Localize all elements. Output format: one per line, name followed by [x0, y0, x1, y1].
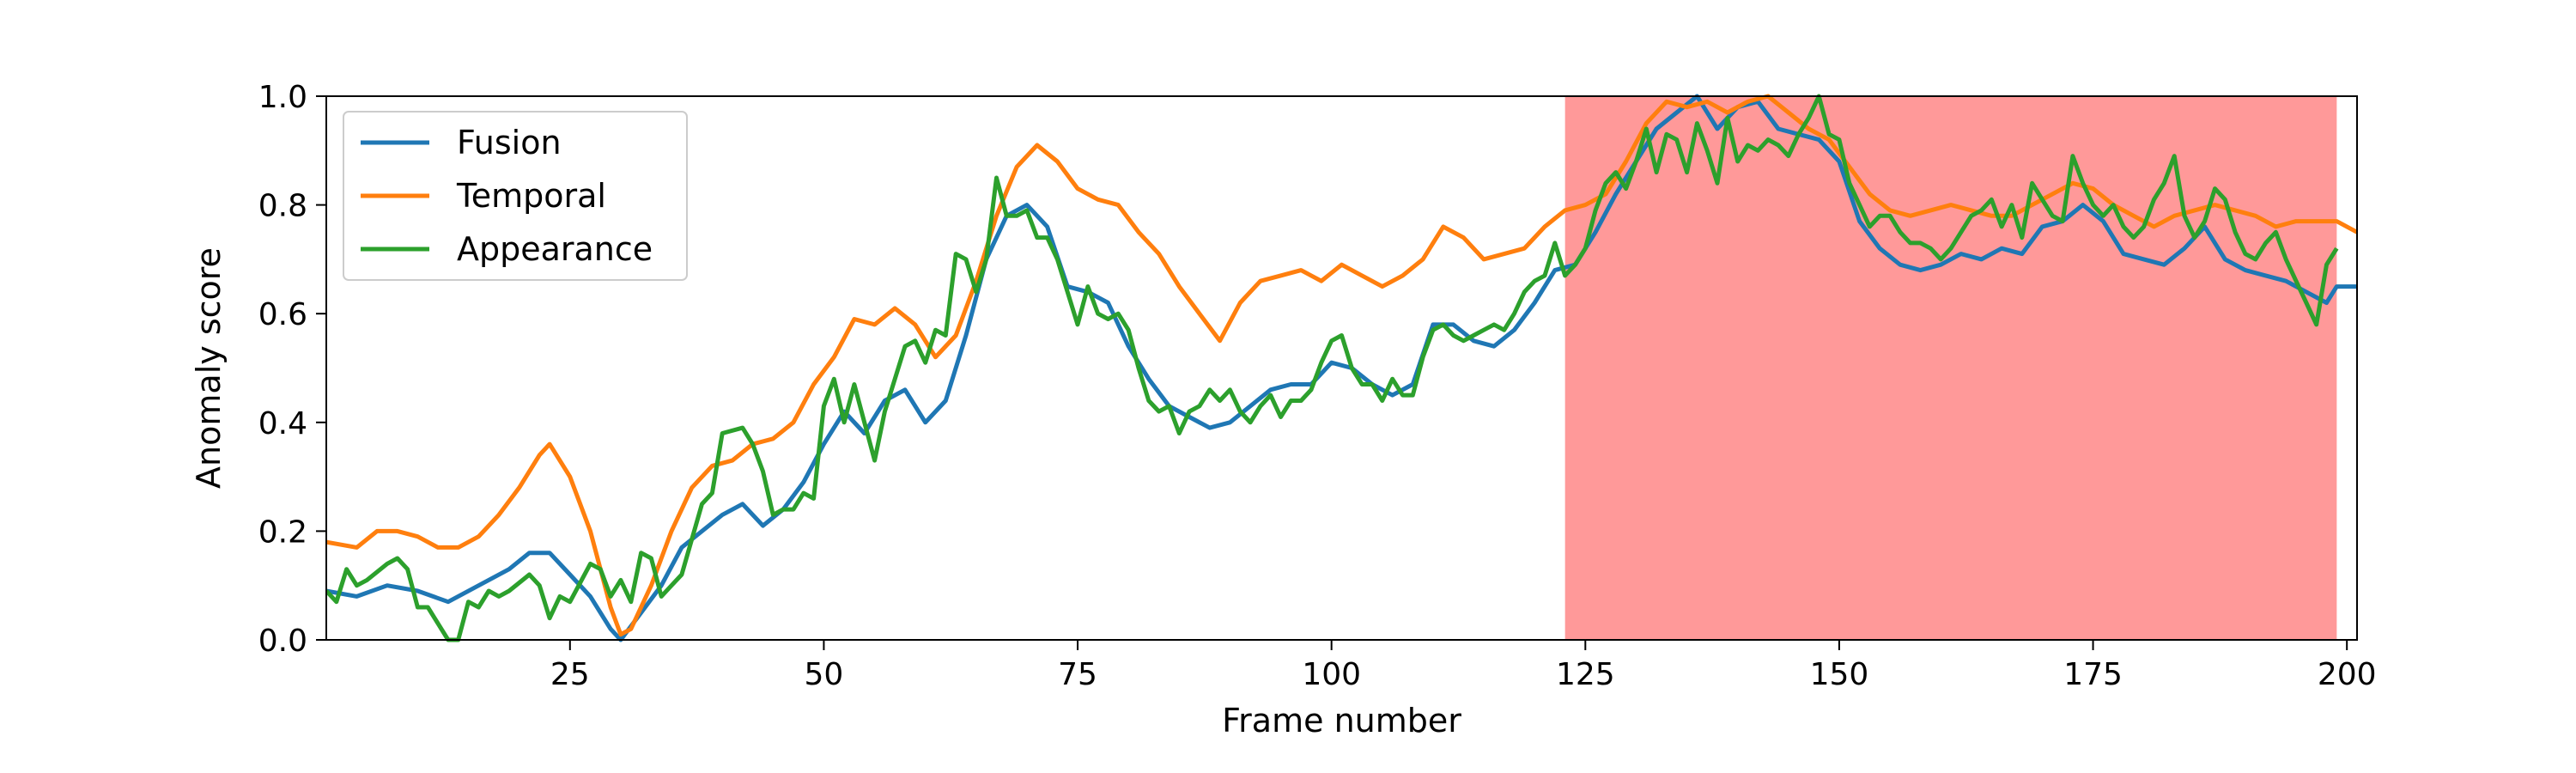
legend: Fusion Temporal Appearance [343, 111, 688, 281]
legend-label-fusion: Fusion [457, 124, 562, 161]
legend-label-appearance: Appearance [457, 230, 653, 268]
x-tick-label: 125 [1556, 657, 1615, 692]
x-axis-label: Frame number [1222, 702, 1461, 740]
series-line-appearance [326, 94, 2339, 642]
series-lines [326, 94, 2357, 642]
anomaly-region [1564, 96, 2337, 640]
y-tick-label: 0.4 [258, 406, 307, 441]
x-tick-label: 150 [1810, 657, 1869, 692]
legend-box [343, 111, 688, 281]
y-axis-label: Anomaly score [190, 247, 228, 489]
anomaly-region-layer [1564, 96, 2337, 640]
y-tick-label: 0.6 [258, 297, 307, 332]
y-tick-label: 1.0 [258, 80, 307, 115]
x-tick-label: 25 [550, 657, 590, 692]
x-tick-label: 175 [2063, 657, 2123, 692]
x-tick-label: 100 [1302, 657, 1361, 692]
y-tick-label: 0.0 [258, 624, 307, 659]
x-tick-label: 75 [1058, 657, 1097, 692]
plot-frame [325, 95, 2358, 641]
y-tick-label: 0.8 [258, 189, 307, 224]
x-tick-label: 200 [2318, 657, 2377, 692]
y-tick-label: 0.2 [258, 514, 307, 550]
x-tick-label: 50 [805, 657, 844, 692]
legend-label-temporal: Temporal [456, 177, 606, 215]
axis-ticks: 25 50 75 100 125 150 175 200 0.0 0.2 0.4 0.6 0.8 1.0 [258, 80, 2377, 692]
